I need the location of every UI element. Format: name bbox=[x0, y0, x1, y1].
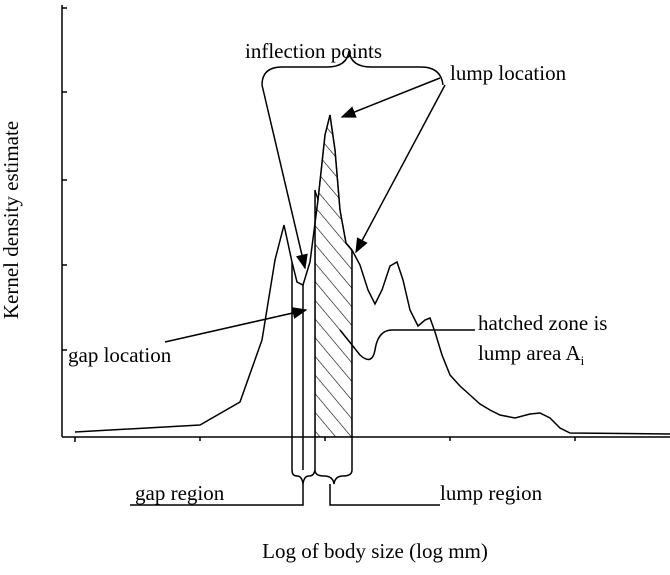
annotation-lines bbox=[164, 50, 475, 361]
region-markers bbox=[130, 190, 440, 506]
annotation: hatched zone is bbox=[478, 311, 607, 335]
annotation: gap region bbox=[135, 481, 225, 505]
annotation: gap location bbox=[68, 343, 172, 367]
y-axis-label: Kernel density estimate bbox=[0, 121, 23, 319]
annotation: lump location bbox=[450, 61, 567, 85]
x-axis-label: Log of body size (log mm) bbox=[262, 539, 488, 563]
axes bbox=[61, 5, 670, 442]
density-curve bbox=[74, 114, 670, 437]
subscript: i bbox=[581, 353, 585, 368]
annotation: inflection points bbox=[245, 39, 382, 63]
annotation-text: lump area A bbox=[478, 341, 581, 365]
annotation: lump area Ai bbox=[478, 341, 585, 368]
annotation: lump region bbox=[440, 481, 543, 505]
